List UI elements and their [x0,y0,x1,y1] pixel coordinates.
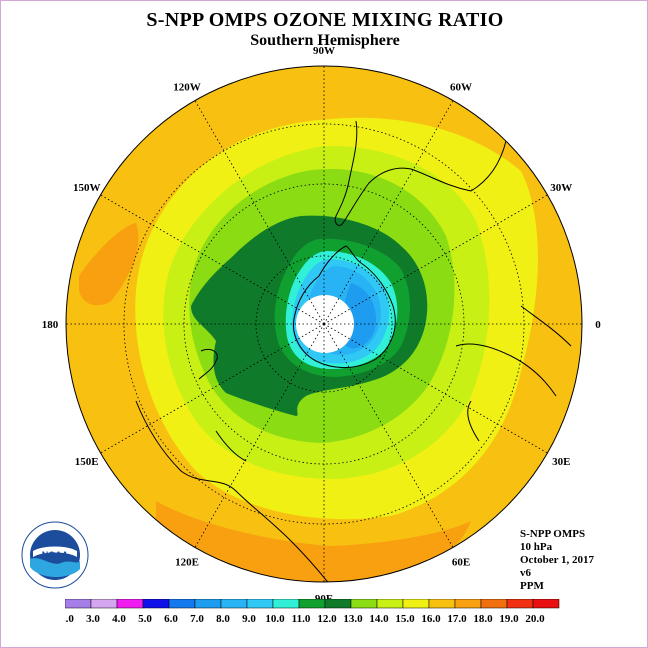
graticule [66,66,582,582]
new-zealand-coastline [198,348,218,380]
legend-label: 18.0 [473,613,493,625]
legend-swatch [90,599,118,609]
legend-swatch [402,599,430,609]
units-label: PPM [520,580,544,592]
data-info: S-NPP OMPS 10 hPa October 1, 2017 v6 PPM [520,528,594,593]
meridian-line [323,323,454,548]
legend-swatch [480,599,508,609]
antarctica-coastline [292,245,396,369]
legend-label: 13.0 [343,613,363,625]
legend-label: 5.0 [138,613,152,625]
legend-label: 7.0 [190,613,204,625]
map-title: S-NPP OMPS OZONE MIXING RATIO [146,9,504,31]
legend-label: 2.0 [65,613,74,625]
longitude-label: 60E [452,556,470,568]
longitude-label: 150E [75,456,99,468]
meridian-line [194,323,325,548]
legend-swatch [298,599,326,609]
legend-label: 15.0 [395,613,415,625]
legend-label: 11.0 [292,613,311,625]
legend-label: 3.0 [86,613,100,625]
color-legend: 2.0 3.0 4.0 5.0 6.0 7.0 8.0 9.0 10.0 11.0 12.0 13.0… [65,599,560,625]
legend-label: 10.0 [265,613,285,625]
pressure-level: 10 hPa [520,541,553,553]
meridian-line [100,194,325,325]
legend-swatch [168,599,196,609]
observation-date: October 1, 2017 [520,554,595,566]
band-17-patch-west [79,223,139,306]
legend-label: 8.0 [216,613,230,625]
legend-label: 14.0 [369,613,389,625]
legend-label: 6.0 [164,613,178,625]
legend-swatch [324,599,352,609]
legend-swatch [194,599,222,609]
longitude-label: 0 [595,319,601,331]
meridian-line [323,100,454,325]
noaa-logo: NOAA [21,521,89,589]
meridian-line [323,323,548,454]
longitude-label: 30W [550,182,572,194]
longitude-label: 120W [173,82,201,94]
legend-swatch [532,599,560,609]
australia-coastline [135,400,332,582]
logo-wordmark: NOAA [42,550,69,560]
legend-label: 12.0 [317,613,337,625]
legend-label: 16.0 [421,613,441,625]
legend-swatch [246,599,274,609]
map-subtitle: Southern Hemisphere [250,32,400,49]
legend-label: 4.0 [112,613,126,625]
legend-label: 17.0 [447,613,467,625]
legend-swatch [116,599,144,609]
longitude-label: 90W [313,45,335,57]
product-version: v6 [520,567,531,579]
ozone-field [66,66,582,582]
legend-swatch [272,599,300,609]
map-boundary [65,65,583,583]
legend-label: 20.0 [525,613,545,625]
longitude-label: 30E [552,456,570,468]
legend-swatch [65,599,92,609]
legend-swatch [376,599,404,609]
meridian-line [100,323,325,454]
legend-label: 19.0 [499,613,519,625]
legend-swatch [454,599,482,609]
longitude-labels: 90W60W30W030E60E90E120E150E180150W120W [42,45,602,605]
longitude-label: 60W [450,82,472,94]
legend-swatch [220,599,248,609]
longitude-label: 120E [175,556,199,568]
meridian-line [194,100,325,325]
longitude-label: 150W [73,182,101,194]
south-america-coastline [334,120,507,226]
legend-swatch [350,599,378,609]
meridian-line [323,194,548,325]
legend-swatch [142,599,170,609]
longitude-label: 180 [42,319,59,331]
legend-swatch [428,599,456,609]
africa-coastline [455,305,572,442]
instrument-name: S-NPP OMPS [520,528,586,540]
legend-label: 9.0 [242,613,256,625]
legend-swatch [506,599,534,609]
